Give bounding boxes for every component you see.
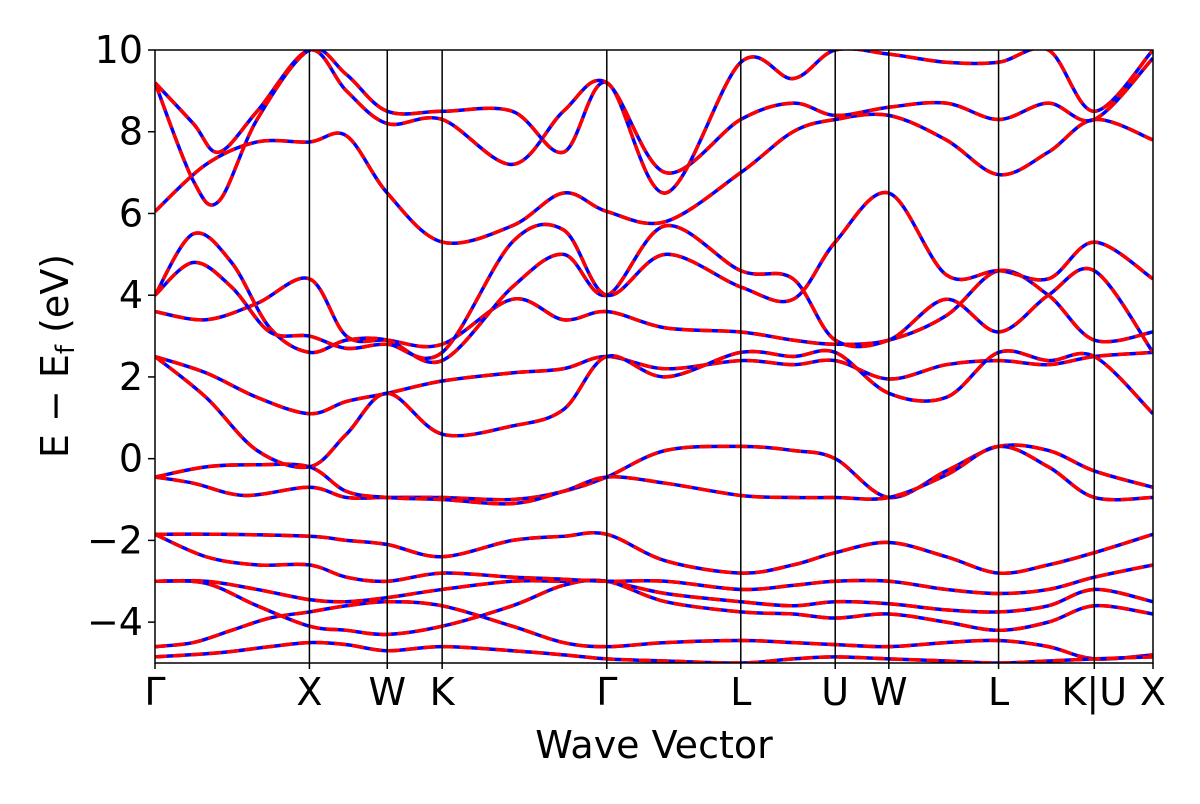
band-overlay-12 bbox=[155, 190, 1153, 361]
kpoint-lines bbox=[308, 50, 1096, 663]
band-reference-11 bbox=[155, 223, 1153, 365]
band-overlay-13 bbox=[155, 112, 1153, 245]
y-axis-title-suffix: (eV) bbox=[33, 254, 77, 345]
band-overlay-11 bbox=[155, 223, 1153, 365]
x-tick-label-1: X bbox=[296, 670, 322, 714]
x-tick-label-8: L bbox=[988, 670, 1009, 714]
band-overlay-9 bbox=[155, 348, 1153, 470]
x-tick-label-10: X bbox=[1140, 670, 1166, 714]
band-overlay-3 bbox=[155, 578, 1153, 637]
band-reference-14 bbox=[155, 50, 1153, 175]
y-tick-label-5: 6 bbox=[119, 191, 143, 235]
y-tick-label-4: 4 bbox=[119, 273, 143, 317]
y-tick-label-0: −4 bbox=[87, 600, 143, 644]
bands-layer bbox=[155, 50, 1153, 663]
y-tick-label-2: 0 bbox=[119, 437, 143, 481]
x-tick-label-4: Γ bbox=[596, 670, 617, 714]
band-overlay-2 bbox=[155, 578, 1153, 614]
band-overlay-4 bbox=[155, 530, 1153, 576]
x-tick-label-9: K|U bbox=[1062, 670, 1128, 715]
band-reference-2 bbox=[155, 578, 1153, 614]
band-overlay-14 bbox=[155, 50, 1153, 175]
x-ticks: Γ X W K Γ L U W L K|U X bbox=[144, 663, 1166, 715]
x-tick-label-7: W bbox=[870, 670, 908, 714]
x-tick-label-2: W bbox=[368, 670, 406, 714]
y-tick-label-7: 10 bbox=[95, 28, 143, 72]
x-axis-title: Wave Vector bbox=[535, 723, 773, 767]
y-axis-title-prefix: E − E bbox=[33, 354, 77, 458]
band-reference-4 bbox=[155, 530, 1153, 576]
y-tick-label-3: 2 bbox=[119, 355, 143, 399]
y-ticks: −4 −2 0 2 4 6 8 10 bbox=[87, 28, 155, 644]
plot-frame bbox=[154, 49, 1154, 664]
x-tick-label-0: Γ bbox=[144, 670, 165, 714]
band-reference-3 bbox=[155, 578, 1153, 637]
x-tick-label-6: U bbox=[821, 670, 849, 714]
band-overlay-15 bbox=[155, 50, 1153, 207]
y-tick-label-6: 8 bbox=[119, 110, 143, 154]
y-axis-title-sub: f bbox=[51, 344, 81, 354]
y-tick-label-1: −2 bbox=[87, 518, 143, 562]
band-overlay-5 bbox=[155, 532, 1153, 596]
x-tick-label-5: L bbox=[730, 670, 751, 714]
band-overlay-7 bbox=[155, 444, 1153, 506]
y-axis-title: E − Ef (eV) bbox=[33, 254, 81, 458]
band-reference-1 bbox=[155, 640, 1153, 663]
x-tick-label-3: K bbox=[430, 670, 456, 714]
band-reference-12 bbox=[155, 190, 1153, 361]
band-reference-15 bbox=[155, 50, 1153, 207]
band-overlay-6 bbox=[155, 443, 1153, 502]
band-reference-13 bbox=[155, 112, 1153, 245]
band-overlay-8 bbox=[155, 350, 1153, 416]
